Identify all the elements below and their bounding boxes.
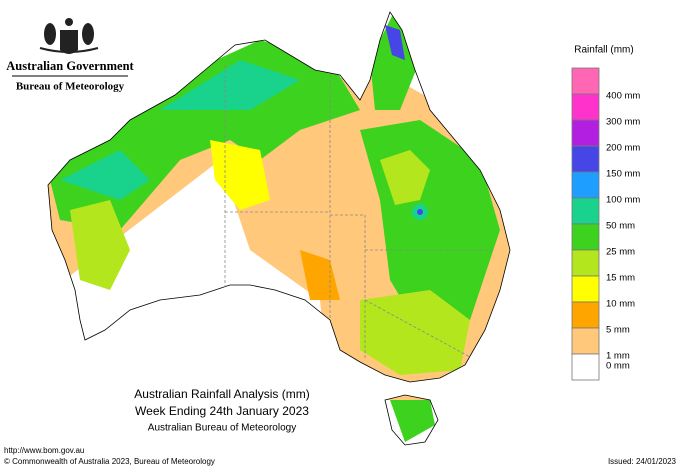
legend-swatch	[571, 223, 600, 251]
footer-issued: Issued: 24/01/2023	[608, 457, 677, 466]
legend-label: 15 mm	[606, 273, 635, 284]
legend-label: 200 mm	[606, 143, 640, 154]
legend-label: 1 mm	[606, 351, 630, 362]
footer-url: http://www.bom.gov.au	[4, 446, 84, 455]
legend-swatch	[571, 93, 600, 121]
legend-label: 150 mm	[606, 169, 640, 180]
coastline	[47, 11, 511, 446]
legend-swatch	[571, 301, 600, 329]
legend-label: 25 mm	[606, 247, 635, 258]
legend-swatch	[571, 353, 600, 381]
caption-source: Australian Bureau of Meteorology	[148, 423, 296, 434]
legend-label: 100 mm	[606, 195, 640, 206]
legend-title: Rainfall (mm)	[574, 45, 633, 56]
legend-label: 0 mm	[606, 361, 630, 372]
legend-swatch	[571, 145, 600, 173]
bureau-name: Bureau of Meteorology	[16, 81, 125, 93]
legend-label: 300 mm	[606, 117, 640, 128]
caption-period: Week Ending 24th January 2023	[135, 404, 309, 418]
legend-swatch	[571, 119, 600, 147]
legend-label: 5 mm	[606, 325, 630, 336]
legend: 400 mm 300 mm 200 mm 150 mm 100 mm 50 mm 25 mm…	[571, 67, 640, 381]
legend-swatch	[571, 67, 600, 95]
crest	[39, 18, 99, 54]
legend-swatch	[571, 275, 600, 303]
caption-title: Australian Rainfall Analysis (mm)	[134, 387, 309, 401]
government-name: Australian Government	[6, 59, 134, 73]
footer-copyright: © Commonwealth of Australia 2023, Bureau…	[4, 457, 215, 466]
legend-swatch	[571, 171, 600, 199]
legend-label: 50 mm	[606, 221, 635, 232]
legend-swatch	[571, 249, 600, 277]
legend-swatch	[571, 197, 600, 225]
legend-label: 10 mm	[606, 299, 635, 310]
state-borders	[224, 65, 495, 360]
legend-swatch	[571, 327, 600, 355]
legend-label: 400 mm	[606, 91, 640, 102]
